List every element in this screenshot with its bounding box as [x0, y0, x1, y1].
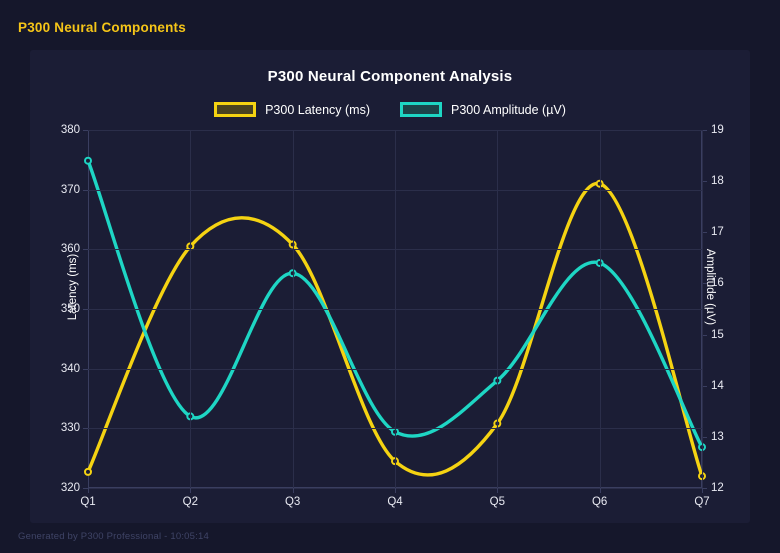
grid-line-vertical: [190, 130, 192, 488]
y-axis-right-tick-mark: [702, 232, 707, 234]
y-axis-right-tick-mark: [702, 181, 707, 183]
y-axis-right-tick-label: 16: [711, 277, 724, 290]
legend-swatch-latency-icon: [214, 102, 257, 117]
y-axis-left-tick-mark: [83, 428, 88, 430]
x-axis-tick-label: Q6: [591, 496, 608, 508]
chart-title: P300 Neural Component Analysis: [267, 68, 513, 85]
plot-area: 320 330 340 350 360 370 380 12 13 14 15 16 17 18 19 Q1 Q…: [61, 124, 724, 508]
x-axis-tick-mark: [599, 488, 601, 493]
y-axis-right-tick-label: 12: [711, 482, 724, 494]
legend-label-latency: P300 Latency (ms): [265, 102, 370, 117]
footer-status-text: Generated by P300 Professional - 10:05:1…: [18, 531, 209, 542]
x-axis-tick-mark: [88, 488, 89, 493]
data-point-marker[interactable]: [84, 467, 92, 476]
data-point-marker[interactable]: [84, 156, 92, 165]
legend-item-amplitude[interactable]: P300 Amplitude (µV): [400, 102, 566, 117]
y-axis-left-tick-mark: [83, 249, 88, 251]
x-axis-tick-label: Q3: [284, 496, 301, 508]
y-axis-left-tick-mark: [83, 130, 88, 131]
chart-card: P300 Neural Component Analysis P300 Late…: [30, 50, 750, 523]
y-axis-right-tick-label: 19: [711, 124, 724, 136]
y-axis-right-tick-mark: [702, 436, 707, 438]
legend-label-amplitude: P300 Amplitude (µV): [451, 102, 566, 117]
y-axis-left-tick-label: 340: [60, 362, 80, 375]
y-axis-right-tick-label: 14: [711, 379, 724, 392]
y-axis-right-tick-mark: [702, 385, 707, 387]
y-axis-right-tick-label: 13: [711, 430, 724, 443]
y-axis-left-tick-label: 330: [60, 422, 80, 435]
grid-line-vertical: [599, 130, 601, 488]
y-axis-right-tick-mark: [702, 488, 707, 489]
grid-line-vertical: [702, 130, 703, 488]
y-axis-right-tick-mark: [702, 283, 707, 285]
x-axis-tick-mark: [497, 488, 499, 493]
y-axis-left-tick-mark: [83, 488, 88, 489]
chart-legend: P300 Latency (ms) P300 Amplitude (µV): [30, 102, 750, 117]
y-axis-left-tick-label: 380: [60, 124, 80, 136]
y-axis-left-tick-mark: [83, 368, 88, 370]
y-axis-right-tick-mark: [702, 130, 707, 131]
x-axis-tick-label: Q1: [80, 496, 96, 508]
y-axis-left-tick-label: 370: [60, 183, 80, 196]
y-axis-right-tick-label: 17: [711, 226, 724, 239]
grid-line-vertical: [497, 130, 499, 488]
x-axis-tick-mark: [395, 488, 396, 493]
y-axis-left-tick-label: 320: [60, 482, 80, 494]
x-axis-tick-label: Q5: [489, 496, 505, 508]
legend-item-latency[interactable]: P300 Latency (ms): [214, 102, 370, 117]
y-axis-left-tick-label: 360: [60, 243, 80, 256]
legend-swatch-amplitude-icon: [400, 102, 442, 117]
y-axis-right-tick-label: 18: [711, 175, 724, 188]
grid-line-vertical: [292, 130, 294, 488]
grid-line-vertical: [395, 130, 396, 488]
x-axis-tick-mark: [702, 488, 703, 493]
x-axis-tick-mark: [190, 488, 192, 493]
y-axis-right-tick-mark: [702, 334, 707, 336]
y-axis-left-tick-label: 350: [60, 303, 80, 315]
x-axis-tick-label: Q2: [182, 496, 198, 508]
y-axis-right-tick-label: 15: [711, 328, 724, 341]
x-axis-tick-mark: [292, 488, 294, 493]
y-axis-left-tick-mark: [83, 309, 88, 310]
x-axis-tick-label: Q7: [694, 496, 710, 508]
x-axis-tick-label: Q4: [387, 496, 403, 508]
app-header-title: P300 Neural Components: [18, 20, 186, 35]
y-axis-left-tick-mark: [83, 189, 88, 191]
